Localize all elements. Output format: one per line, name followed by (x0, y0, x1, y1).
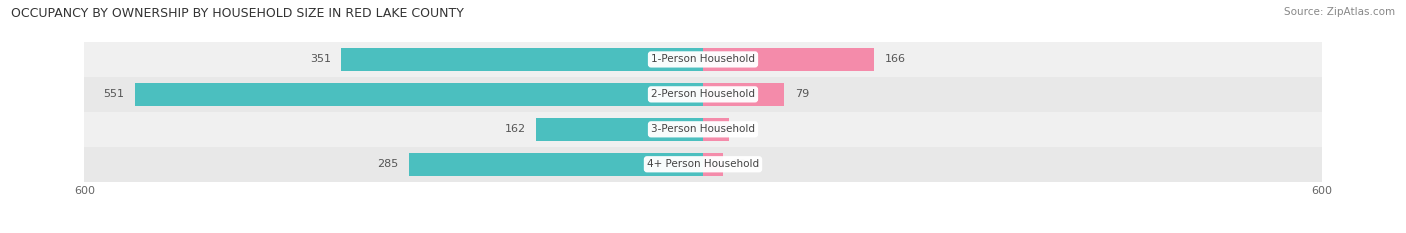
Bar (703, 83, 785, 106)
FancyBboxPatch shape (84, 77, 1322, 112)
Bar (703, 118, 728, 141)
Bar (409, 153, 703, 176)
Text: 19: 19 (733, 159, 747, 169)
Text: 79: 79 (794, 89, 808, 99)
Text: 351: 351 (309, 55, 330, 64)
Text: 162: 162 (505, 124, 526, 134)
Text: 4+ Person Household: 4+ Person Household (647, 159, 759, 169)
Bar (342, 48, 703, 71)
Text: 25: 25 (740, 124, 754, 134)
FancyBboxPatch shape (84, 112, 1322, 147)
FancyBboxPatch shape (84, 147, 1322, 182)
Bar (703, 153, 723, 176)
Text: 3-Person Household: 3-Person Household (651, 124, 755, 134)
Text: 551: 551 (104, 89, 125, 99)
Bar (536, 118, 703, 141)
Text: 1-Person Household: 1-Person Household (651, 55, 755, 64)
Text: 285: 285 (378, 159, 399, 169)
Text: 166: 166 (884, 55, 905, 64)
Bar (135, 83, 703, 106)
Text: Source: ZipAtlas.com: Source: ZipAtlas.com (1284, 7, 1395, 17)
Text: OCCUPANCY BY OWNERSHIP BY HOUSEHOLD SIZE IN RED LAKE COUNTY: OCCUPANCY BY OWNERSHIP BY HOUSEHOLD SIZE… (11, 7, 464, 20)
FancyBboxPatch shape (84, 42, 1322, 77)
Bar (703, 48, 875, 71)
Text: 2-Person Household: 2-Person Household (651, 89, 755, 99)
